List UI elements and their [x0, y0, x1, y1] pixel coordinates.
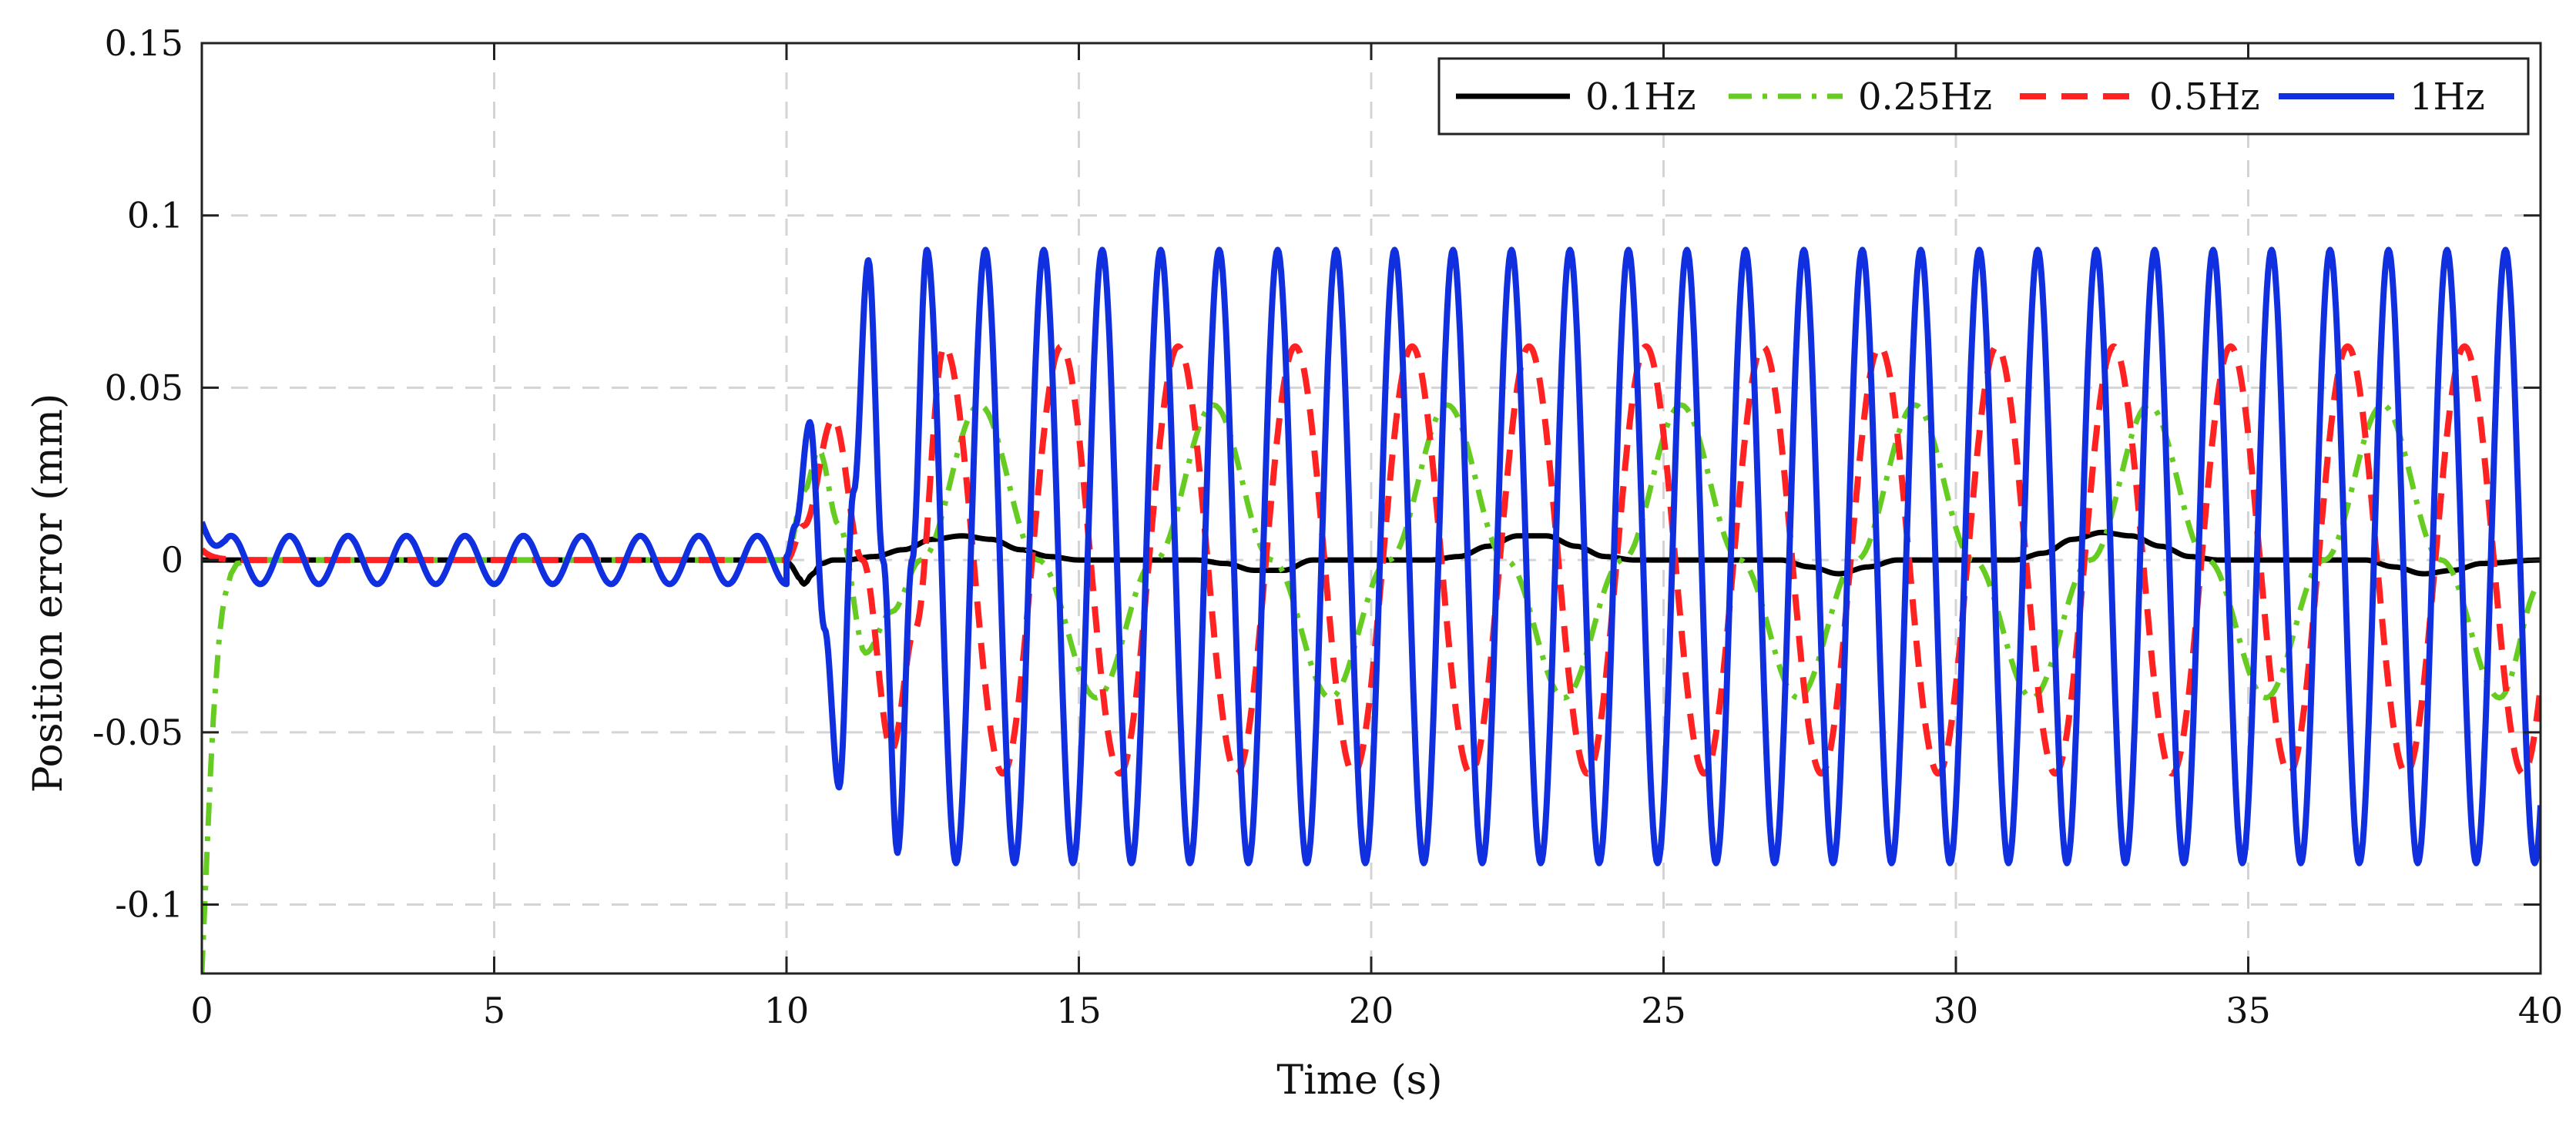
series-line-0_5Hz — [202, 343, 2541, 777]
y-tick-label: -0.1 — [115, 884, 183, 926]
y-tick-label: 0.05 — [105, 367, 183, 408]
x-tick-label: 10 — [764, 990, 810, 1031]
series-group — [202, 246, 2541, 973]
legend[interactable]: 0.1Hz 0.25Hz 0.5Hz 1Hz — [1437, 57, 2530, 136]
x-tick-label: 5 — [483, 990, 505, 1031]
x-axis-label: Time (s) — [1276, 1057, 1442, 1104]
axes: 0 5 10 15 20 25 30 35 40 -0.1 -0.05 0 0.05 0.1 0.15 — [92, 22, 2563, 1031]
legend-label-0_25Hz[interactable]: 0.25Hz — [1858, 75, 1992, 119]
y-tick-label: -0.05 — [92, 712, 183, 753]
y-axis-label: Position error (mm) — [25, 394, 72, 793]
x-tick-label: 20 — [1349, 990, 1394, 1031]
series-line-1Hz — [202, 246, 2541, 866]
legend-label-1Hz[interactable]: 1Hz — [2410, 75, 2485, 119]
legend-label-0_5Hz[interactable]: 0.5Hz — [2149, 75, 2259, 119]
x-tick-label: 40 — [2518, 990, 2564, 1031]
y-tick-label: 0.1 — [127, 195, 183, 236]
y-tick-label: 0.15 — [105, 22, 183, 64]
x-tick-label: 25 — [1641, 990, 1686, 1031]
x-tick-label: 35 — [2225, 990, 2271, 1031]
y-tick-label: 0 — [161, 539, 183, 581]
x-tick-label: 30 — [1934, 990, 1979, 1031]
x-tick-label: 0 — [190, 990, 213, 1031]
x-tick-label: 15 — [1056, 990, 1102, 1031]
legend-label-0_1Hz[interactable]: 0.1Hz — [1585, 75, 1696, 119]
